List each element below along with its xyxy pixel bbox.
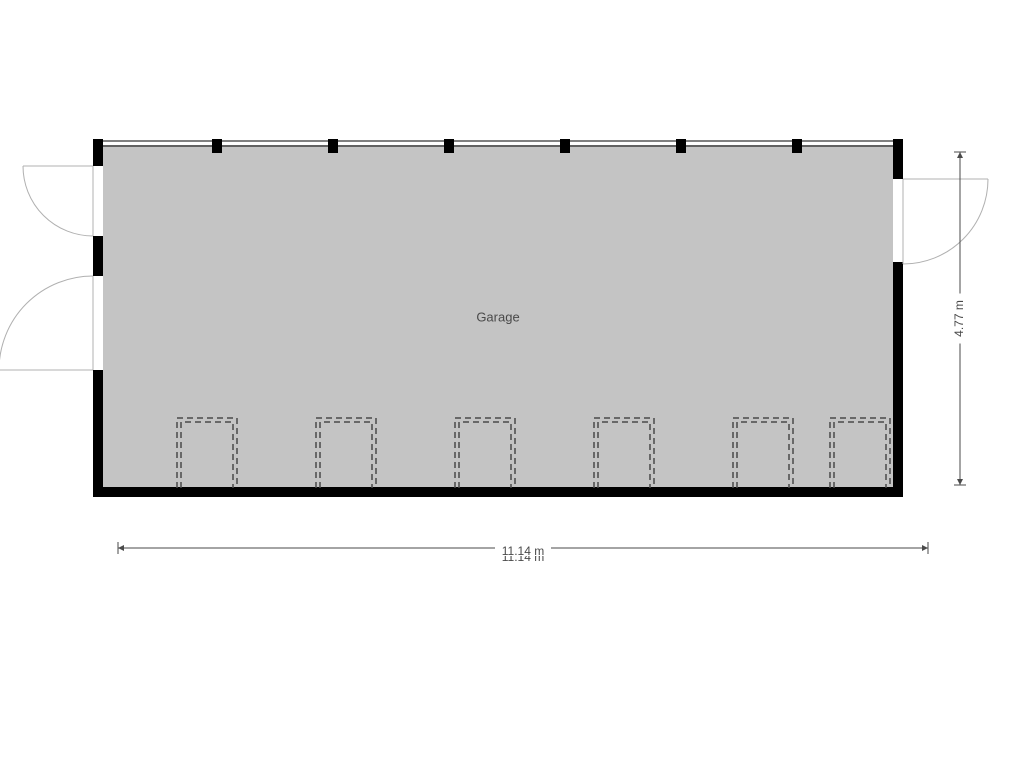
dimension-width-label: 11.14 m bbox=[502, 544, 544, 558]
left-door-top-swing bbox=[23, 166, 93, 236]
right-wall-top bbox=[893, 139, 903, 179]
bottom-wall bbox=[93, 487, 903, 497]
room-label: Garage bbox=[476, 309, 519, 324]
left-wall-bottom bbox=[93, 370, 103, 497]
left-wall-top bbox=[93, 139, 103, 166]
left-door-bottom-swing bbox=[0, 276, 93, 370]
floor-plan-canvas: Garage11.14 m11.14 m4.77 m bbox=[0, 0, 1024, 768]
right-door-swing bbox=[903, 179, 988, 264]
floor-plan-svg: Garage11.14 m11.14 m4.77 m bbox=[0, 0, 1024, 768]
right-wall-bottom bbox=[893, 262, 903, 497]
dimension-height-label: 4.77 m bbox=[952, 300, 966, 337]
left-wall-mid bbox=[93, 236, 103, 276]
